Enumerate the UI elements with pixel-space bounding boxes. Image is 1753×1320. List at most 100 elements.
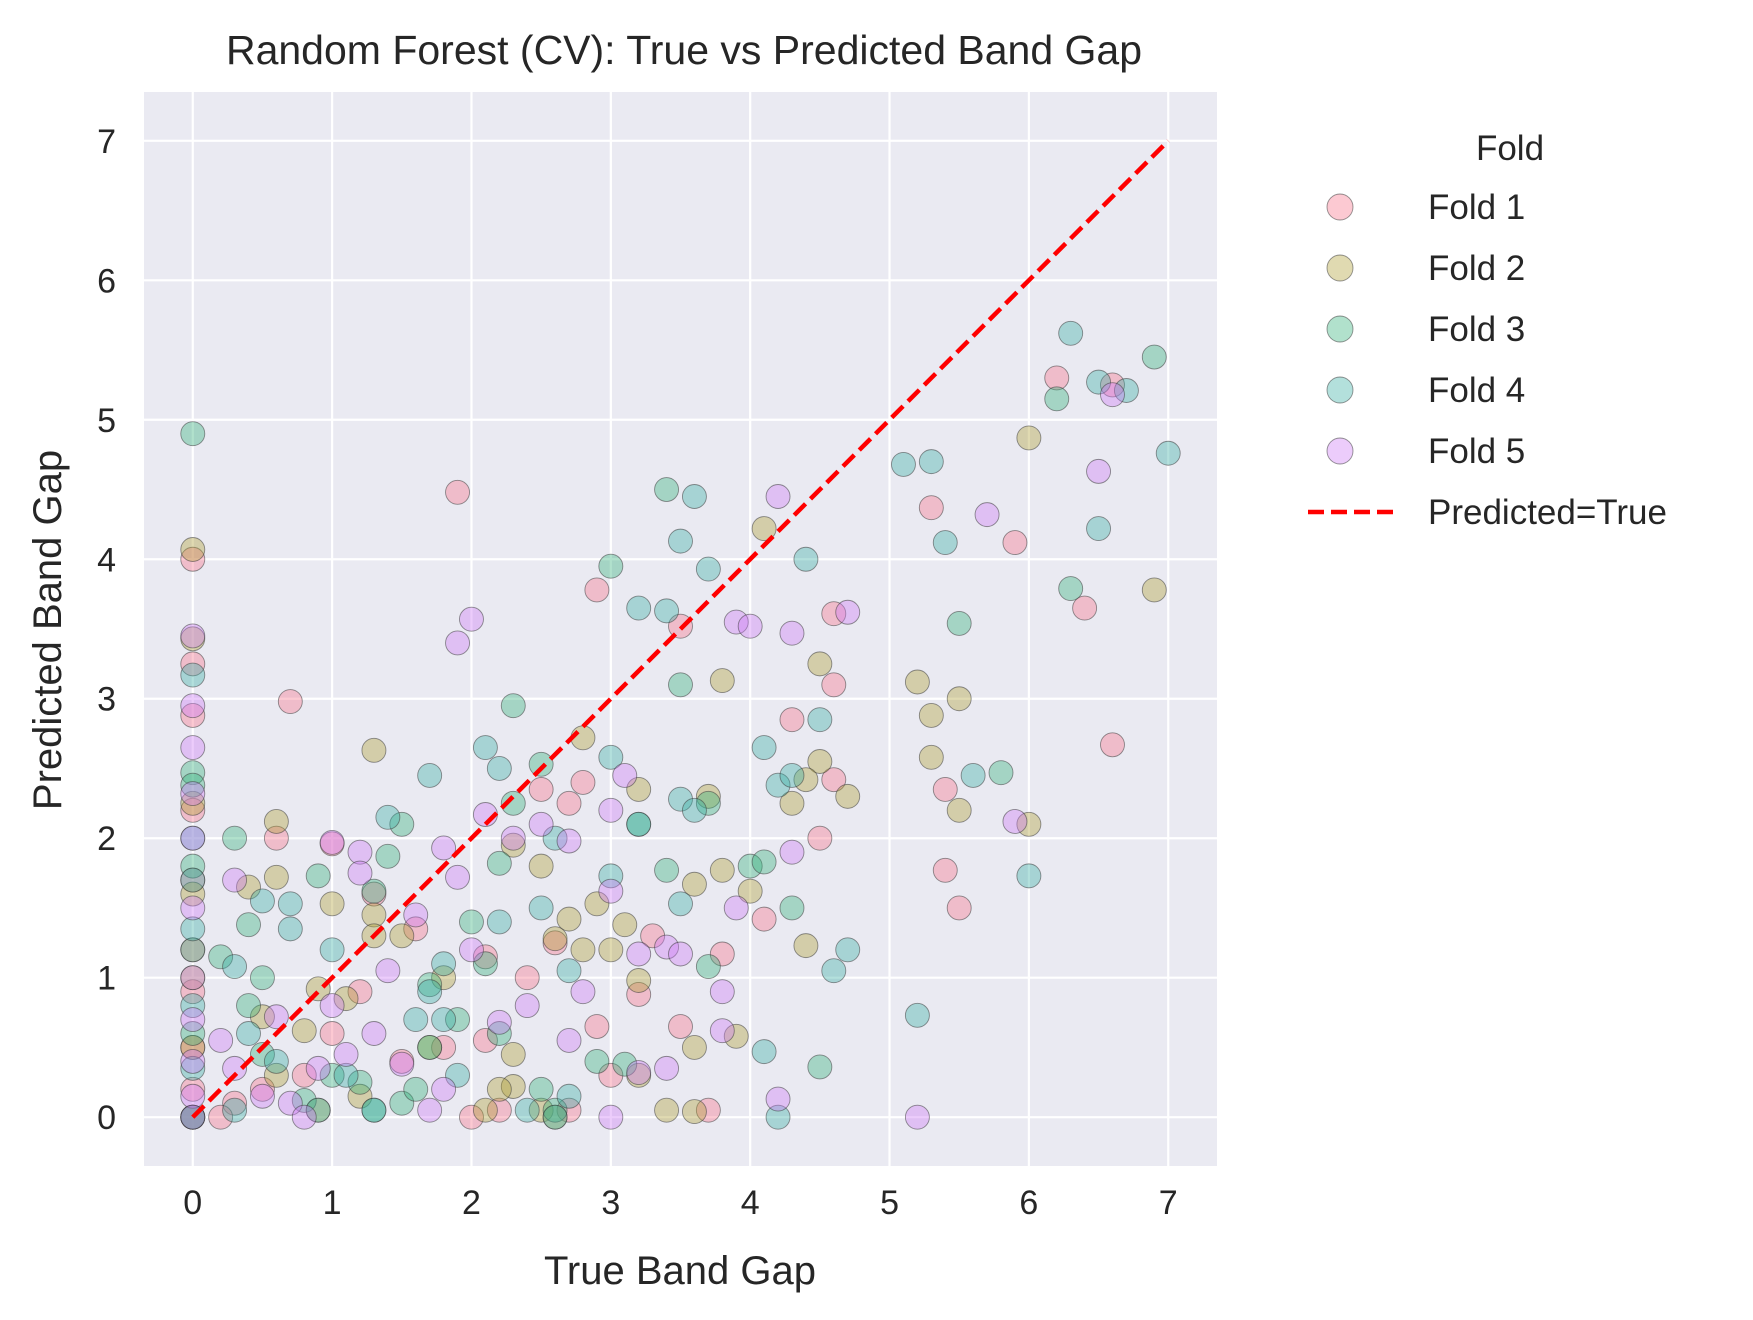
data-point [180,1034,206,1060]
data-point [1113,378,1139,403]
data-point [835,937,861,963]
data-point [779,790,805,816]
data-point [598,863,624,889]
data-point [932,776,958,802]
data-point [751,906,777,932]
data-point [445,1062,470,1088]
data-point [222,825,248,851]
data-point [807,707,833,733]
y-tick-label: 4 [97,541,116,579]
x-tick-label: 7 [1159,1184,1178,1222]
data-point [751,735,777,761]
data-point [932,857,958,883]
data-point [208,944,234,970]
data-point [1016,863,1042,889]
data-point [180,693,206,719]
data-point [347,860,373,886]
data-point [180,651,206,677]
data-point [486,756,512,781]
data-point [361,1097,387,1123]
data-point [431,965,457,991]
series-fold-2 [180,425,1167,1130]
data-point [709,979,735,1005]
data-point [556,906,582,932]
data-point [918,495,944,521]
data-point [793,933,819,959]
data-point [333,1041,359,1067]
data-point [807,651,833,677]
data-point [612,763,638,788]
series-fold-4 [180,320,1181,1130]
data-point [1155,440,1181,466]
data-point [1058,320,1084,346]
data-point [180,1055,206,1081]
data-point [361,1021,387,1046]
x-tick-label: 5 [880,1184,899,1222]
data-point [528,811,554,837]
data-point [319,891,345,917]
data-point [821,958,847,984]
data-point [236,912,261,938]
data-point [514,965,540,991]
data-point [598,878,624,904]
data-point [403,1007,429,1032]
data-point [486,850,512,876]
data-point [946,686,972,712]
data-point [737,878,763,904]
x-tick-label: 4 [741,1184,760,1222]
data-point [779,839,805,865]
data-point [556,1083,582,1109]
x-tick-label: 2 [462,1184,481,1222]
data-point [180,735,206,761]
data-point [598,1062,624,1088]
data-point [709,668,735,694]
y-tick-label: 0 [97,1099,116,1137]
data-point [236,1021,261,1046]
data-point [821,767,847,793]
data-point [681,484,707,509]
data-point [180,881,206,907]
reference-line [191,139,1170,1119]
data-point [612,912,638,938]
legend-marker [1326,376,1354,404]
x-gridlines [191,92,1170,1166]
legend-label: Fold 1 [1428,188,1525,227]
data-point [765,772,791,798]
data-point [570,979,596,1005]
data-point [570,937,596,963]
data-point [236,874,261,900]
data-point [626,595,652,621]
data-point [918,449,944,475]
data-point [180,1021,206,1046]
data-point [570,769,596,795]
data-point [500,832,526,858]
data-point [695,1097,721,1123]
data-point [459,909,484,935]
data-point [500,790,526,816]
data-point [918,744,944,770]
data-point [236,993,261,1019]
data-point [319,1021,345,1046]
data-point [417,1034,443,1060]
data-point [1100,732,1125,758]
data-point [333,986,359,1012]
data-point [654,1055,680,1081]
data-point [403,916,429,942]
data-point [932,530,958,555]
data-point [668,672,693,698]
data-point [180,965,206,991]
data-point [263,1048,289,1074]
data-point [765,484,791,509]
data-point [249,1004,275,1030]
y-gridlines [144,139,1217,1119]
x-tick-labels: 0 1 2 3 4 5 6 7 [183,1184,1177,1222]
data-point [291,1018,317,1044]
data-point [277,916,303,942]
y-tick-label: 5 [97,402,116,440]
data-point [737,613,763,639]
data-point [528,1097,554,1123]
data-point [556,1097,582,1123]
data-point [751,516,777,542]
data-point [291,1062,317,1088]
data-point [598,553,624,579]
